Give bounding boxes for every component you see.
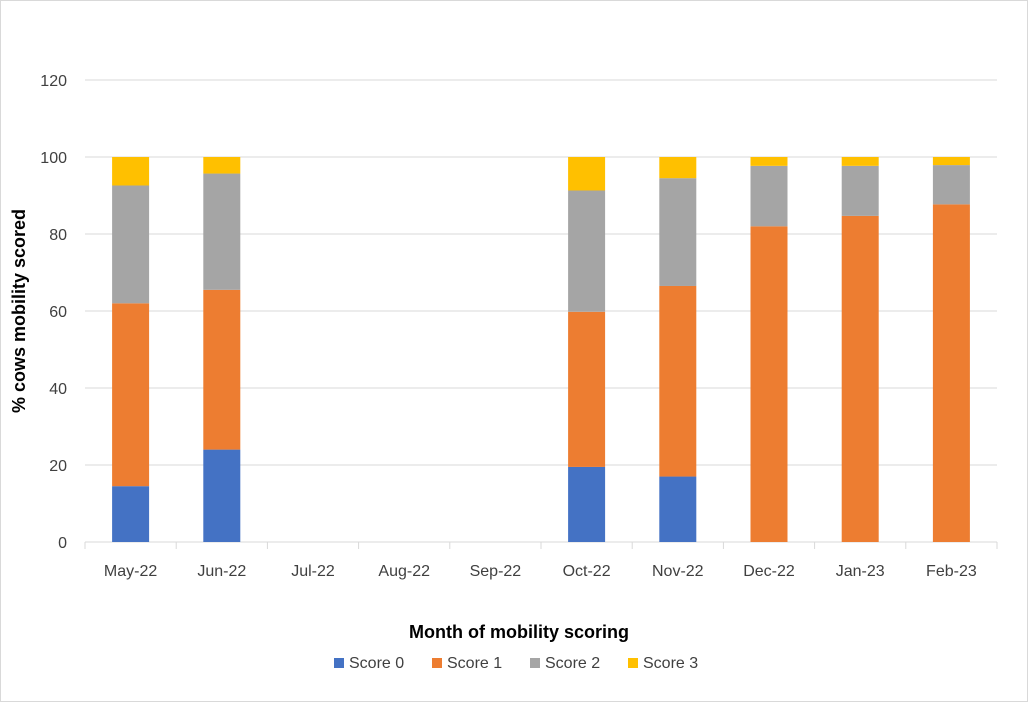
legend-swatch — [530, 658, 540, 668]
x-tick-label: Jul-22 — [291, 563, 335, 580]
y-tick-label: 120 — [40, 73, 67, 90]
bar-segment-score-2 — [750, 165, 788, 227]
bar-segment-score-3 — [841, 157, 879, 166]
bar-segment-score-1 — [932, 204, 970, 543]
bar-segment-score-1 — [568, 311, 606, 467]
bar-segment-score-0 — [659, 476, 697, 542]
bar-segment-score-3 — [203, 157, 241, 174]
bar-segment-score-1 — [750, 226, 788, 543]
bar-segment-score-3 — [750, 157, 788, 166]
legend-swatch — [628, 658, 638, 668]
bar-segment-score-1 — [203, 289, 241, 450]
legend-label: Score 3 — [643, 655, 698, 672]
y-tick-label: 100 — [40, 150, 67, 167]
x-tick-label: Sep-22 — [470, 563, 522, 580]
bar-segment-score-3 — [112, 157, 150, 186]
bar-segment-score-0 — [112, 486, 150, 542]
x-tick-label: May-22 — [104, 563, 157, 580]
x-tick-label: Nov-22 — [652, 563, 704, 580]
bar-segment-score-1 — [112, 303, 150, 487]
x-tick-label: Jan-23 — [836, 563, 885, 580]
y-axis-title: % cows mobility scored — [9, 209, 29, 413]
bar-segment-score-2 — [659, 178, 697, 286]
bar-segment-score-1 — [659, 285, 697, 477]
bar-segment-score-3 — [932, 157, 970, 166]
x-tick-label: Jun-22 — [197, 563, 246, 580]
y-tick-label: 40 — [49, 381, 67, 398]
x-tick-label: Aug-22 — [378, 563, 430, 580]
bar-segment-score-2 — [203, 173, 241, 290]
bar-segment-score-0 — [568, 466, 606, 542]
x-tick-label: Feb-23 — [926, 563, 977, 580]
bar-segment-score-1 — [841, 215, 879, 542]
bar-segment-score-2 — [841, 165, 879, 216]
bar-segment-score-3 — [568, 157, 606, 191]
y-axis-ticks: 0 20 40 60 80 100 120 — [40, 73, 67, 552]
bar-segment-score-3 — [659, 157, 697, 179]
legend: Score 0 Score 1 Score 2 Score 3 — [334, 655, 698, 672]
bar-segment-score-2 — [568, 190, 606, 312]
y-tick-label: 20 — [49, 458, 67, 475]
bars — [112, 157, 970, 543]
legend-swatch — [432, 658, 442, 668]
x-axis-title: Month of mobility scoring — [409, 622, 629, 642]
x-tick-label: Oct-22 — [563, 563, 611, 580]
y-tick-label: 60 — [49, 304, 67, 321]
x-tick-label: Dec-22 — [743, 563, 795, 580]
x-axis-ticks: May-22 Jun-22 Jul-22 Aug-22 Sep-22 Oct-22 Nov-… — [104, 563, 977, 580]
legend-swatch — [334, 658, 344, 668]
y-tick-label: 80 — [49, 227, 67, 244]
bar-segment-score-2 — [112, 185, 150, 304]
y-tick-label: 0 — [58, 535, 67, 552]
legend-label: Score 2 — [545, 655, 600, 672]
bar-segment-score-0 — [203, 449, 241, 542]
bar-segment-score-2 — [932, 165, 970, 205]
legend-label: Score 0 — [349, 655, 404, 672]
legend-label: Score 1 — [447, 655, 502, 672]
